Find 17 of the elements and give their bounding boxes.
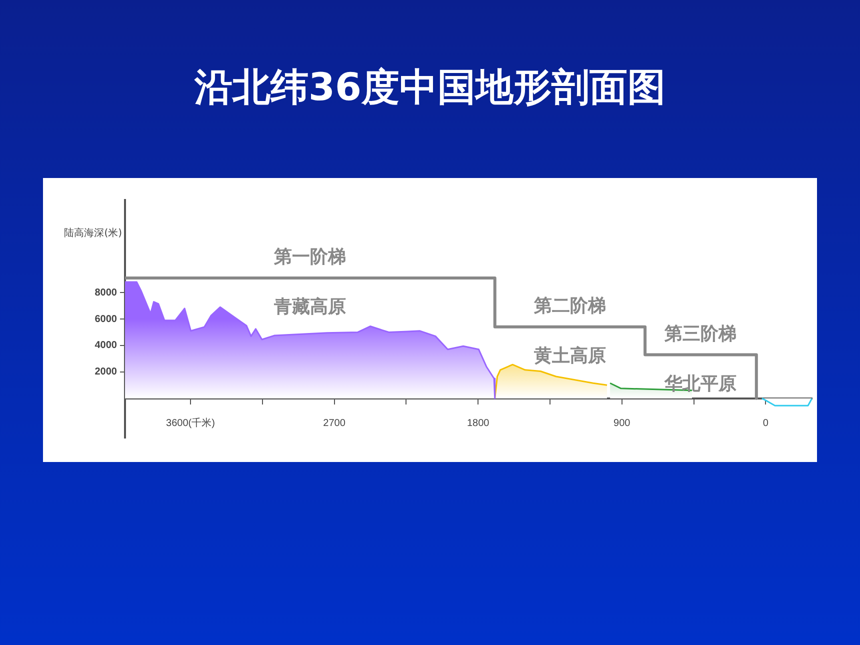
- chart-title: 沿北纬36度中国地形剖面图: [193, 64, 666, 111]
- annotation: 青藏高原: [272, 296, 346, 318]
- x-tick-label: 3600(千米): [166, 417, 215, 430]
- y-tick-label: 8000: [94, 287, 118, 298]
- y-axis-title: 陆高海深(米): [64, 226, 122, 239]
- y-tick-label: 6000: [94, 314, 118, 325]
- x-tick-label: 1800: [466, 418, 490, 430]
- x-tick-label: 2700: [323, 418, 346, 430]
- x-tick-label: 900: [614, 418, 631, 430]
- annotation: 第一阶梯: [272, 246, 346, 268]
- annotation: 华北平原: [664, 373, 737, 394]
- annotation: 第二阶梯: [532, 296, 606, 317]
- annotation: 黄土高原: [532, 346, 606, 367]
- y-tick-label: 2000: [94, 366, 118, 378]
- x-tick-label: 0: [762, 418, 769, 430]
- annotation: 第三阶梯: [664, 323, 737, 344]
- y-tick-label: 4000: [94, 340, 118, 352]
